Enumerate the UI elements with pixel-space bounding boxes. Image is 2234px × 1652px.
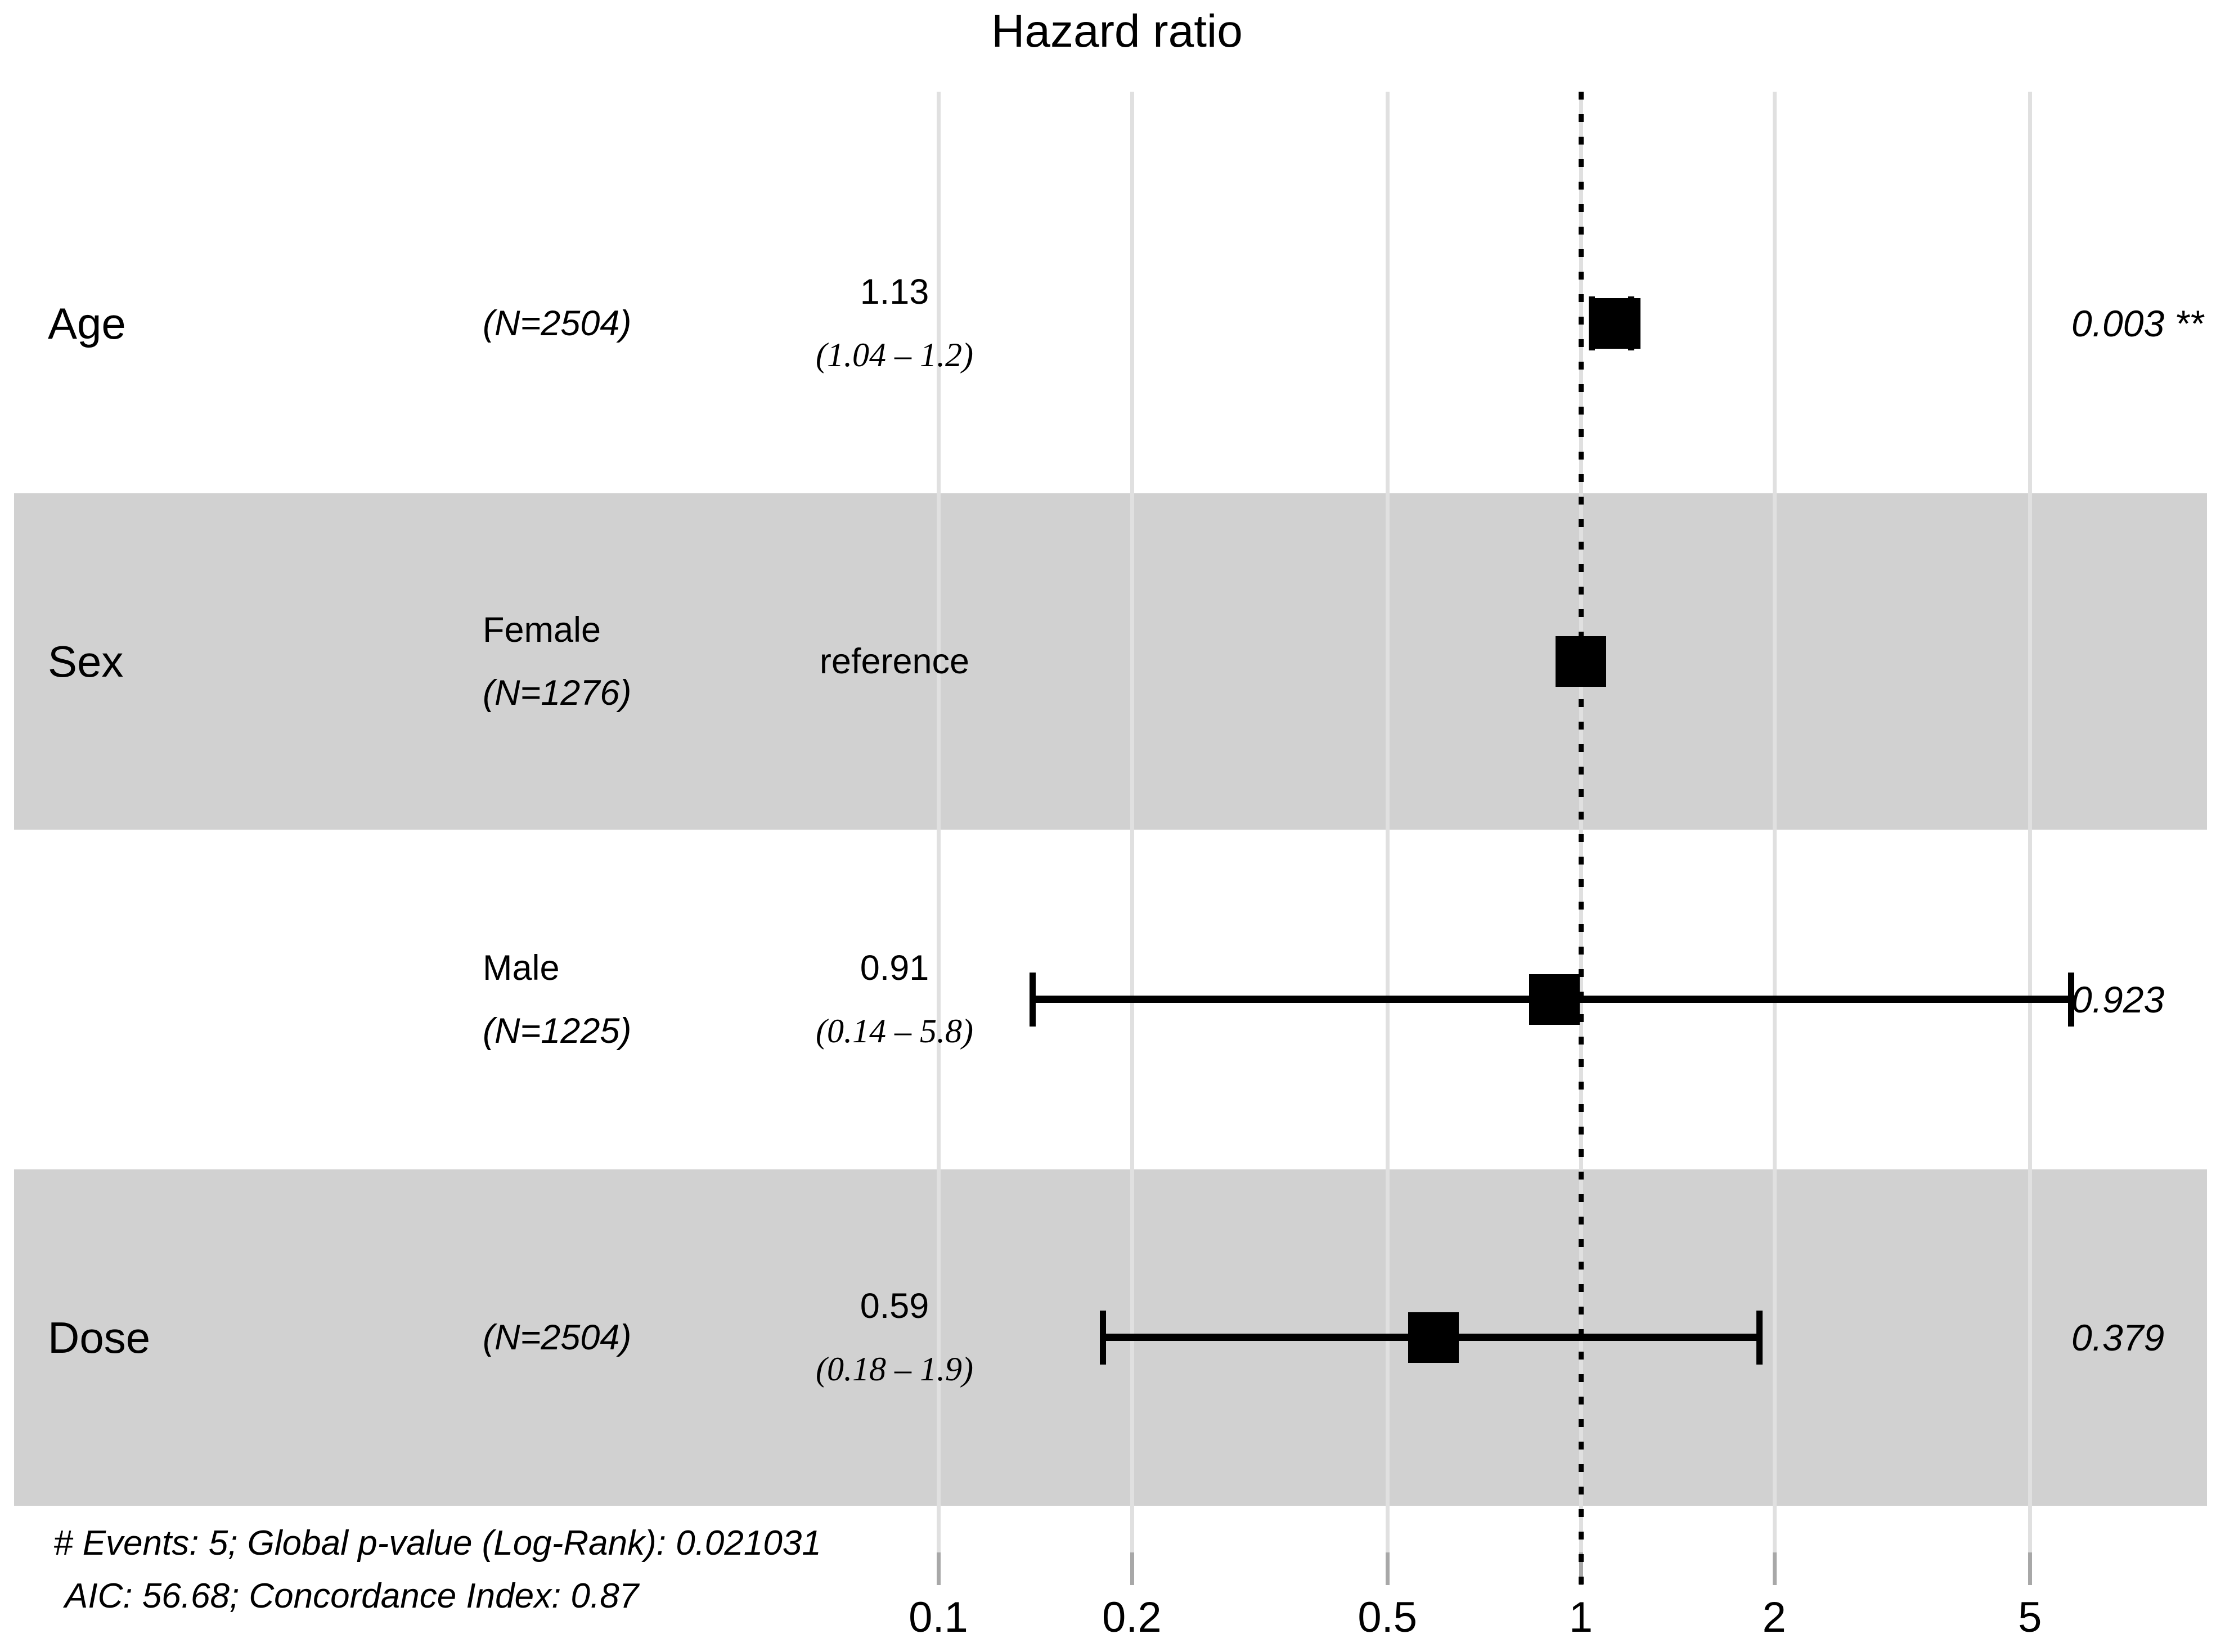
row-band [14, 493, 2207, 830]
axis-tick [937, 1552, 941, 1585]
ci-cap [1099, 1311, 1106, 1365]
estimate-cell: 0.91 (0.14 – 5.8) [709, 831, 1080, 1168]
forest-row: Male (N=1225) 0.91 (0.14 – 5.8) 0.923 [0, 831, 2234, 1168]
n-label: (N=2504) [483, 304, 632, 343]
x-axis-tick-label: 1 [1568, 1594, 1593, 1641]
gridline [1386, 92, 1390, 1552]
p-value [2071, 493, 2234, 830]
ci-range: (0.18 – 1.9) [816, 1351, 973, 1388]
gridline [1130, 92, 1134, 1552]
hr-marker [1529, 974, 1580, 1025]
footer-stats-line-2: AIC: 56.68; Concordance Index: 0.87 [65, 1577, 639, 1615]
gridline [937, 92, 941, 1552]
ci-cap [1029, 973, 1036, 1027]
estimate-cell: 0.59 (0.18 – 1.9) [709, 1169, 1080, 1506]
p-value: 0.923 [2071, 979, 2165, 1020]
gridline [2028, 92, 2033, 1552]
forest-row: Dose (N=2504) 0.59 (0.18 – 1.9) 0.379 [0, 1169, 2234, 1506]
x-axis-tick-label: 0.1 [909, 1594, 968, 1641]
x-axis-tick-label: 0.2 [1102, 1594, 1162, 1641]
variable-label: Sex [48, 636, 124, 686]
p-value: 0.003 ** [2071, 303, 2204, 344]
gridline [1772, 92, 1777, 1552]
group-label: Female [483, 610, 601, 650]
group-cell: Male (N=1225) [483, 831, 809, 1168]
forest-row: Sex Female (N=1276) reference [0, 493, 2234, 830]
ci-cap [2067, 973, 2074, 1027]
hr-marker [1408, 1312, 1459, 1363]
variable-label: Age [48, 298, 126, 348]
estimate-cell: reference [709, 493, 1080, 830]
ci-range: (1.04 – 1.2) [816, 336, 973, 373]
estimate-value: 1.13 [860, 272, 929, 312]
chart-title: Hazard ratio [991, 6, 1243, 57]
n-label: (N=2504) [483, 1318, 632, 1357]
estimate-value: reference [819, 642, 970, 681]
group-cell: (N=2504) [483, 155, 809, 492]
footer-stats-line-1: # Events: 5; Global p-value (Log-Rank): … [53, 1524, 821, 1563]
p-value: 0.379 [2071, 1317, 2165, 1358]
group-cell: (N=2504) [483, 1169, 809, 1506]
axis-tick [1130, 1552, 1134, 1585]
forest-row: Age (N=2504) 1.13 (1.04 – 1.2) 0.003 ** [0, 155, 2234, 492]
reference-line [1579, 92, 1584, 1585]
n-label: (N=1276) [483, 673, 632, 713]
group-label: Male [483, 948, 560, 988]
estimate-value: 0.91 [860, 948, 929, 988]
hr-marker [1589, 298, 1640, 349]
estimate-cell: 1.13 (1.04 – 1.2) [709, 155, 1080, 492]
n-label: (N=1225) [483, 1011, 632, 1051]
ci-cap [1756, 1311, 1763, 1365]
group-cell: Female (N=1276) [483, 493, 809, 830]
variable-label: Dose [48, 1312, 151, 1362]
ci-range: (0.14 – 5.8) [816, 1012, 973, 1050]
axis-tick [2028, 1552, 2033, 1585]
x-axis-tick-label: 0.5 [1358, 1594, 1418, 1641]
hr-marker [1556, 636, 1606, 687]
x-axis-tick-label: 5 [2018, 1594, 2042, 1641]
axis-tick [1386, 1552, 1390, 1585]
estimate-value: 0.59 [860, 1286, 929, 1326]
x-axis-tick-label: 2 [1762, 1594, 1786, 1641]
axis-tick [1772, 1552, 1777, 1585]
variable-label [48, 831, 430, 1168]
